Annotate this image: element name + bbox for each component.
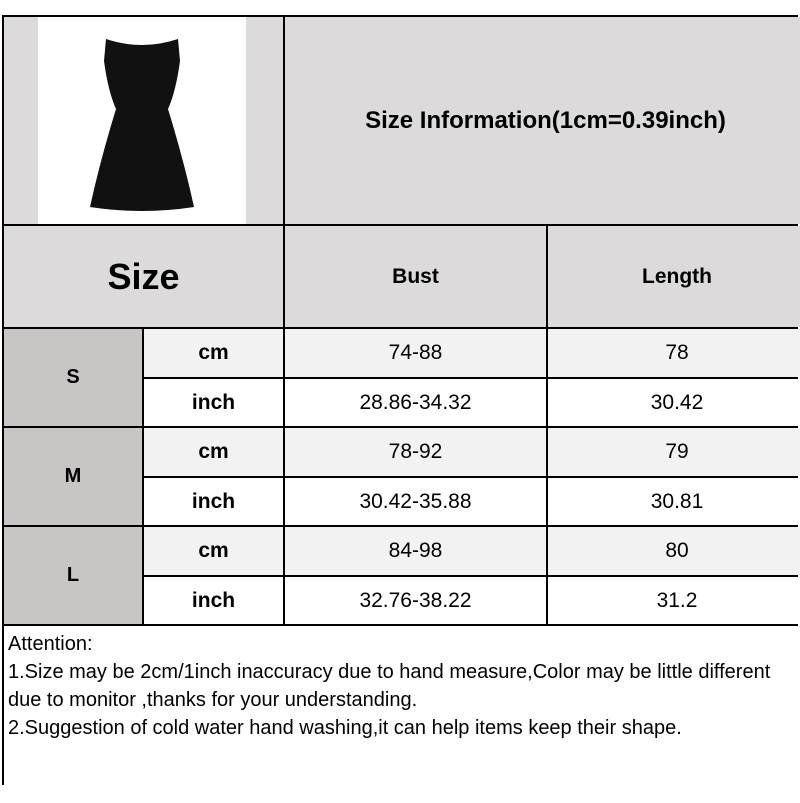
note-line: 1.Size may be 2cm/1inch inaccuracy due t…	[8, 661, 771, 711]
unit-cm: cm	[144, 329, 283, 377]
unit-cm: cm	[144, 527, 283, 575]
unit-inch: inch	[144, 478, 283, 525]
length-value: 30.81	[548, 478, 800, 525]
length-value: 80	[548, 527, 800, 575]
size-label-l: L	[4, 527, 142, 624]
bust-value: 32.76-38.22	[285, 577, 546, 624]
dress-icon	[90, 38, 194, 211]
size-label-s: S	[4, 329, 142, 426]
size-header: Size	[4, 226, 283, 327]
page-title: Size Information(1cm=0.39inch)	[285, 17, 800, 224]
length-value: 78	[548, 329, 800, 377]
notes-heading: Attention:	[8, 633, 93, 655]
attention-notes: Attention: 1.Size may be 2cm/1inch inacc…	[4, 626, 800, 803]
unit-cm: cm	[144, 428, 283, 476]
bust-header: Bust	[285, 226, 546, 327]
bust-value: 30.42-35.88	[285, 478, 546, 525]
product-image-cell	[4, 17, 283, 224]
bust-value: 78-92	[285, 428, 546, 476]
note-line: 2.Suggestion of cold water hand washing,…	[8, 717, 682, 739]
unit-inch: inch	[144, 379, 283, 426]
unit-inch: inch	[144, 577, 283, 624]
length-value: 30.42	[548, 379, 800, 426]
size-label-m: M	[4, 428, 142, 525]
length-value: 31.2	[548, 577, 800, 624]
dress-image	[38, 17, 246, 224]
bust-value: 28.86-34.32	[285, 379, 546, 426]
bust-value: 74-88	[285, 329, 546, 377]
bust-value: 84-98	[285, 527, 546, 575]
size-chart-table: Size Information(1cm=0.39inch) Size Bust…	[2, 15, 800, 803]
length-header: Length	[548, 226, 800, 327]
length-value: 79	[548, 428, 800, 476]
